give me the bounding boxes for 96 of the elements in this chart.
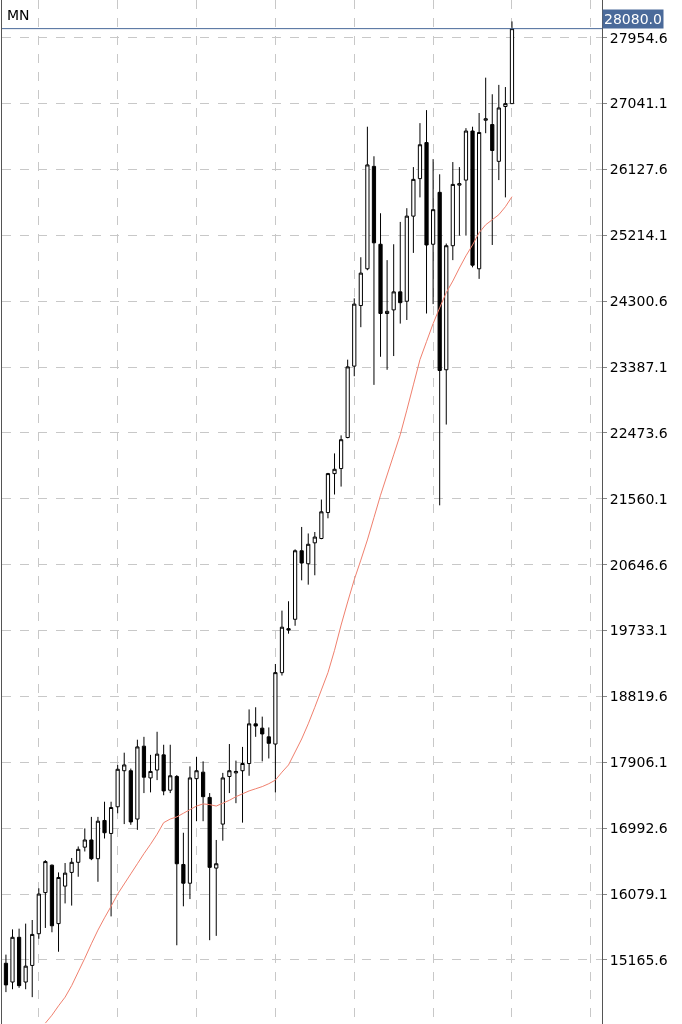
y-tick-label: 27954.6 [609,29,668,46]
candlestick [450,161,455,261]
candlestick [292,548,298,627]
candlestick [10,928,15,990]
candlestick [148,754,153,793]
candlestick [207,792,212,941]
candlestick [141,736,147,794]
y-tick-label: 26127.6 [609,161,668,178]
candlestick [325,472,331,519]
candlestick [417,122,423,198]
candlestick [108,801,114,917]
candlestick [43,859,48,929]
y-tick-label: 21560.1 [609,490,668,507]
candlestick [391,243,396,357]
candlestick [319,499,324,540]
candlestick [76,845,81,878]
candlestick [56,871,61,953]
y-tick-label: 22473.6 [609,424,668,441]
candlestick [82,827,87,852]
candlestick [273,663,278,793]
y-tick-label: 25214.1 [609,227,668,244]
candlestick [411,166,416,254]
y-tick-label: 23387.1 [609,358,668,375]
candlestick [214,839,219,937]
text: MN [7,7,30,23]
candlestick [463,127,469,237]
candlestick [312,531,317,576]
candlestick [457,166,462,237]
candlestick [49,863,55,933]
candlestick [220,772,225,842]
candlestick [187,765,193,900]
candlestick [246,708,252,777]
candlestick [384,259,390,371]
candlestick [240,746,245,824]
candlestick [233,760,239,804]
candlestick [3,954,9,993]
candlestick [181,832,186,907]
candlestick [424,109,429,314]
line-series [44,196,513,1024]
y-tick-label: 16992.6 [609,820,668,837]
candlestick [30,919,35,998]
candlestick [128,768,133,826]
candlestick [62,862,68,904]
candlestick [332,452,337,496]
candlestick [470,126,475,268]
candlestick [358,256,363,328]
candlestick [115,764,120,814]
candlestick [122,752,127,825]
y-tick-label: 15165.6 [609,951,668,968]
candlestick [260,716,265,762]
y-tick-label: 24300.6 [609,293,668,310]
candlestick [154,731,160,781]
y-tick-label: 17906.1 [609,754,668,771]
candlestick [378,212,383,358]
candlestick [365,126,370,271]
candlestick [306,532,311,586]
candlestick [279,610,285,677]
candlestick [253,706,258,738]
candlestick [168,744,173,794]
candlestick [371,155,377,386]
candlestick [490,93,495,246]
candlestick [89,816,94,861]
y-tick-label: 16079.1 [609,886,668,903]
candlestick [227,743,232,794]
candlestick [36,887,41,940]
candlestick [509,20,515,105]
candlestick [477,112,482,280]
candlestick [102,801,107,840]
candlestick [194,756,199,822]
candlestick [431,158,436,305]
candlestick [352,297,357,377]
candlestick [69,857,74,907]
candlestick [266,726,271,759]
candlestick [23,923,28,990]
candlestick [135,739,140,831]
candlestick [404,207,409,321]
candlestick [503,86,508,198]
candlestick [286,600,291,635]
candlestick [444,243,449,426]
candlestick [174,774,179,946]
candlestick [483,77,488,134]
candlestick [95,816,101,883]
y-tick-label: 19733.1 [609,622,668,639]
ref-line-label: 28080.0 [604,11,662,27]
candlestick [345,359,350,439]
candlestick [161,744,166,796]
candlestick [16,928,22,989]
candlestick [338,434,344,488]
y-tick-label: 27041.1 [609,95,668,112]
candlestick [437,173,442,506]
y-tick-label: 18819.6 [609,688,668,705]
y-tick-label: 20646.6 [609,556,668,573]
candlestick [496,84,501,181]
candlestick [398,221,403,325]
candlestick [299,526,304,581]
candlestick [200,760,206,822]
